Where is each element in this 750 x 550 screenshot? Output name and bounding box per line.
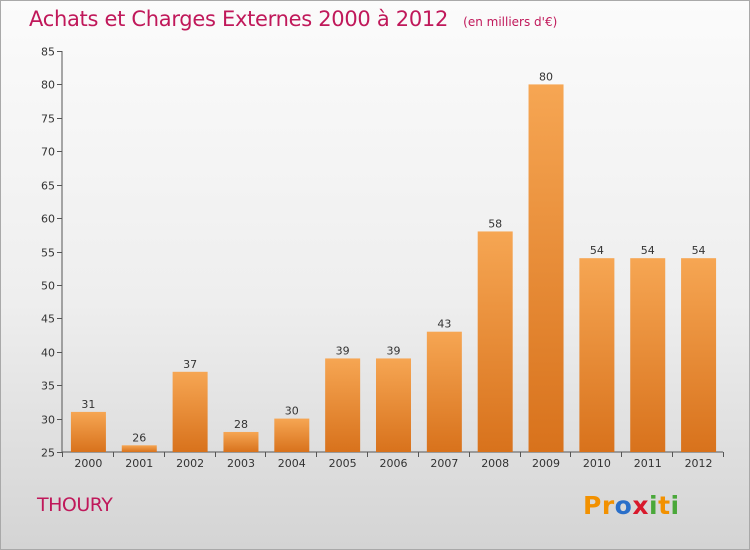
proxiti-logo: Proxiti (583, 491, 680, 520)
x-tick-label: 2009 (532, 457, 560, 470)
x-tick-label: 2012 (685, 457, 713, 470)
x-tick-label: 2007 (430, 457, 458, 470)
x-tick-label: 2008 (481, 457, 509, 470)
bars (70, 84, 717, 453)
data-label: 54 (590, 244, 604, 257)
logo-letter: P (583, 491, 602, 520)
logo-letter: t (658, 491, 671, 520)
y-tick-label: 50 (41, 280, 55, 293)
data-label: 31 (81, 398, 95, 411)
data-label: 30 (285, 405, 299, 418)
data-label: 54 (641, 244, 655, 257)
bar (70, 411, 106, 452)
labels: 2000 31 2001 26 2002 37 2003 28 2004 30 2005 39 2006… (74, 70, 712, 470)
logo-letter: i (649, 491, 659, 520)
axes: 25 30 35 40 45 50 55 60 65 70 75 80 85 (41, 46, 724, 460)
y-tick-label: 80 (41, 79, 55, 92)
bar (325, 358, 361, 452)
x-tick-label: 2003 (227, 457, 255, 470)
bar (579, 258, 615, 452)
title-block: Achats et Charges Externes 2000 à 2012 (… (29, 7, 557, 31)
y-tick-label: 70 (41, 146, 55, 159)
y-tick-label: 35 (41, 380, 55, 393)
x-tick-label: 2000 (74, 457, 102, 470)
y-tick-label: 85 (41, 46, 55, 59)
chart-subtitle: (en milliers d'€) (463, 15, 558, 29)
data-label: 39 (336, 344, 350, 357)
bar (121, 445, 157, 452)
x-tick-label: 2001 (125, 457, 153, 470)
logo-letter: r (601, 491, 615, 520)
x-tick-label: 2010 (583, 457, 611, 470)
chart-title: Achats et Charges Externes 2000 à 2012 (29, 7, 449, 31)
bar (630, 258, 666, 452)
y-tick-label: 45 (41, 313, 55, 326)
data-label: 43 (437, 318, 451, 331)
data-label: 28 (234, 418, 248, 431)
y-tick-label: 30 (41, 414, 55, 427)
x-tick-label: 2002 (176, 457, 204, 470)
y-tick-label: 75 (41, 113, 55, 126)
x-tick-label: 2005 (329, 457, 357, 470)
y-tick-label: 60 (41, 213, 55, 226)
x-tick-label: 2004 (278, 457, 306, 470)
bar (528, 84, 564, 453)
y-tick-label: 40 (41, 347, 55, 360)
data-label: 39 (387, 344, 401, 357)
y-tick-label: 25 (41, 447, 55, 460)
bar (223, 431, 259, 452)
bar (681, 258, 717, 452)
data-label: 80 (539, 70, 553, 83)
logo-letter: i (670, 491, 680, 520)
bar (274, 418, 310, 452)
x-tick-label: 2011 (634, 457, 662, 470)
data-label: 26 (132, 431, 146, 444)
y-tick-label: 55 (41, 247, 55, 260)
commune-name: THOURY (37, 494, 113, 516)
logo-letter: o (614, 491, 633, 520)
bar (172, 371, 208, 452)
data-label: 58 (488, 217, 502, 230)
y-tick-label: 65 (41, 180, 55, 193)
data-label: 54 (692, 244, 706, 257)
logo-letter: x (632, 491, 649, 520)
bar (477, 231, 513, 452)
x-tick-label: 2006 (380, 457, 408, 470)
bar (426, 331, 462, 452)
bar (376, 358, 411, 452)
data-label: 37 (183, 358, 197, 371)
